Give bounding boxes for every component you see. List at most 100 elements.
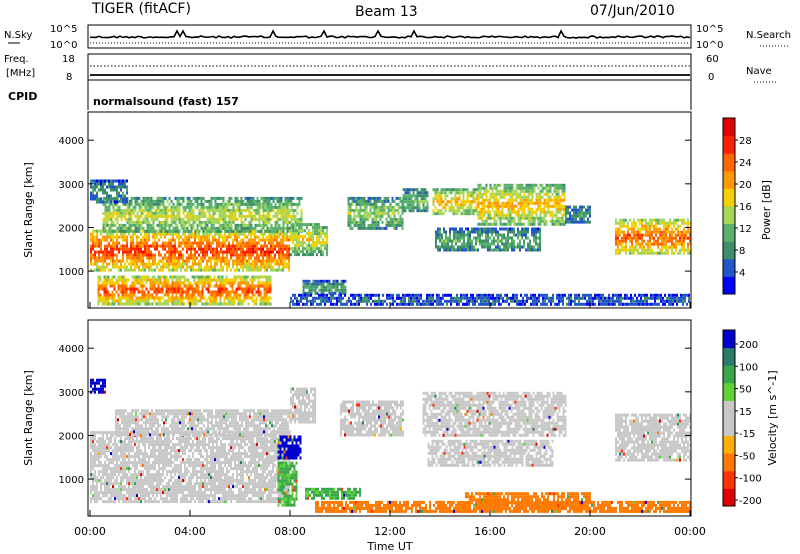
power-cell — [557, 186, 560, 190]
power-cell — [387, 208, 390, 212]
power-cell — [116, 259, 118, 263]
power-cell — [232, 220, 235, 224]
power-cell — [569, 205, 571, 209]
power-cell — [228, 220, 231, 224]
power-cell — [470, 203, 473, 207]
power-cell — [238, 247, 240, 251]
power-cell — [477, 204, 480, 208]
power-cell — [154, 202, 157, 206]
power-cell — [472, 194, 475, 198]
power-cell — [196, 199, 199, 203]
power-cell — [244, 241, 246, 245]
power-cell — [513, 242, 515, 246]
power-cell — [133, 293, 136, 297]
power-cell — [401, 226, 404, 230]
power-cell — [244, 208, 247, 212]
power-cell — [247, 290, 250, 294]
power-cell — [643, 233, 645, 237]
power-cell — [178, 220, 181, 224]
power-cell — [106, 191, 108, 195]
power-cell — [110, 223, 113, 227]
power-cell — [126, 217, 129, 221]
power-cell — [236, 235, 238, 239]
power-cell — [167, 299, 170, 303]
power-cell — [272, 241, 274, 245]
power-cell — [280, 214, 283, 218]
power-cell — [351, 226, 354, 230]
power-cell — [180, 220, 183, 224]
power-cell — [146, 220, 149, 224]
power-cell — [473, 230, 475, 234]
power-cell — [264, 214, 267, 218]
power-cell — [448, 188, 451, 192]
power-cell — [511, 192, 514, 196]
power-cell — [181, 302, 184, 306]
power-cell — [615, 248, 617, 252]
power-cell — [393, 208, 396, 212]
power-cell — [214, 268, 216, 272]
power-cell — [110, 259, 112, 263]
power-cell — [302, 247, 304, 251]
power-cell — [377, 223, 380, 227]
power-cell — [174, 226, 177, 230]
power-cell — [533, 239, 535, 243]
power-cell — [531, 233, 533, 237]
power-cell — [102, 196, 105, 200]
power-cell — [208, 256, 210, 260]
power-cell — [296, 232, 298, 236]
power-cell — [223, 302, 226, 306]
power-cell — [162, 259, 164, 263]
power-cell — [501, 204, 504, 208]
power-cell — [474, 206, 477, 210]
power-cell — [192, 262, 194, 266]
power-cell — [378, 293, 380, 297]
power-cell — [150, 205, 153, 209]
power-cell — [226, 268, 228, 272]
power-cell — [424, 194, 427, 198]
power-cell — [402, 194, 405, 198]
power-cell — [108, 268, 110, 272]
power-cell — [243, 275, 246, 279]
power-cell — [257, 281, 260, 285]
power-cell — [193, 293, 196, 297]
power-cell — [164, 235, 166, 239]
power-cell — [94, 238, 96, 242]
power-cell — [302, 250, 304, 254]
power-cell — [410, 206, 413, 210]
power-cell — [136, 217, 139, 221]
power-cell — [104, 256, 106, 260]
power-cell — [90, 250, 92, 254]
power-cell — [203, 278, 206, 282]
power-cell — [685, 248, 687, 252]
power-cell — [94, 194, 96, 198]
power-cell — [641, 221, 643, 225]
power-cell — [206, 235, 208, 239]
power-cell — [511, 198, 514, 202]
power-cell — [318, 241, 320, 245]
power-cell — [111, 302, 114, 306]
power-cell — [232, 253, 234, 257]
power-cell — [300, 226, 302, 230]
power-cell — [213, 278, 216, 282]
power-cell — [563, 186, 566, 190]
power-cell — [350, 302, 352, 306]
power-cell — [172, 259, 174, 263]
power-cell — [414, 194, 417, 198]
power-cell — [236, 202, 239, 206]
power-cell — [513, 192, 516, 196]
power-cell — [563, 207, 566, 211]
power-cell — [322, 291, 325, 295]
power-cell — [154, 268, 156, 272]
power-cell — [204, 238, 206, 242]
power-cell — [162, 241, 164, 245]
power-cell — [280, 202, 283, 206]
power-cell — [142, 238, 144, 242]
power-cell — [183, 284, 186, 288]
power-cell — [257, 287, 260, 291]
power-cell — [404, 299, 406, 303]
power-cell — [241, 290, 244, 294]
power-cell — [521, 216, 524, 220]
power-cell — [459, 245, 461, 249]
power-cell — [493, 192, 496, 196]
power-cell — [276, 217, 279, 221]
